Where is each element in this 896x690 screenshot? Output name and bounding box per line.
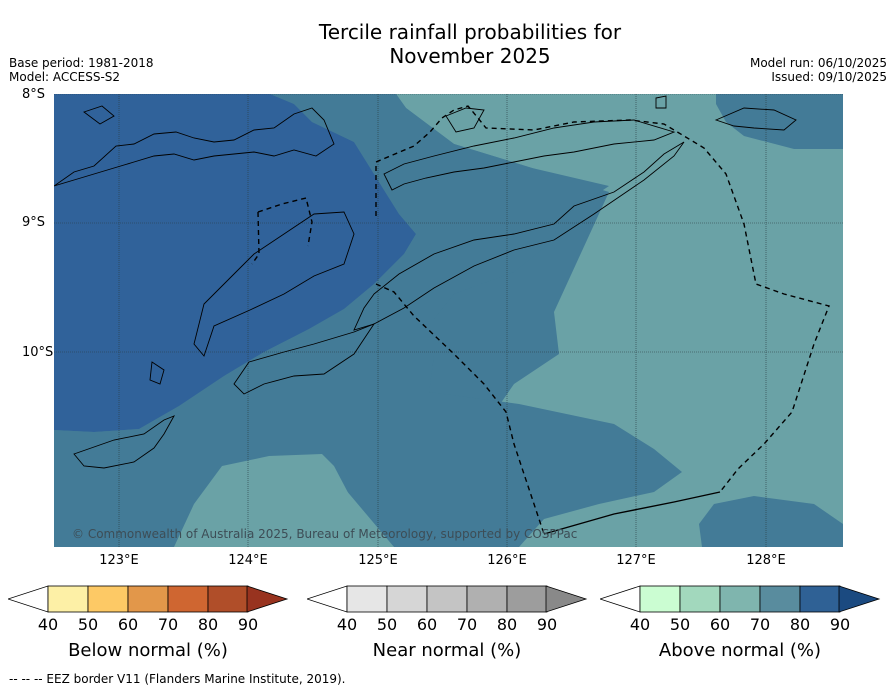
colorbar-near (307, 585, 588, 613)
colorbar-above-tick: 40 (629, 615, 651, 634)
copyright-text: © Commonwealth of Australia 2025, Bureau… (72, 527, 578, 541)
colorbar-near-segment (426, 585, 468, 613)
colorbar-above-segment (679, 585, 721, 613)
coastlines (54, 95, 797, 469)
map-svg (54, 94, 843, 547)
colorbar-above (600, 585, 881, 613)
meta-right: Model run: 06/10/2025 Issued: 09/10/2025 (750, 56, 887, 84)
colorbar-below-tick: 90 (237, 615, 259, 634)
region-above-80 (54, 94, 416, 432)
region-above-70-se (699, 496, 843, 547)
colorbar-above-tick: 80 (789, 615, 811, 634)
lon-label-126e: 126°E (487, 553, 527, 568)
lon-label-124e: 124°E (228, 553, 268, 568)
colorbar-near-tick: 80 (496, 615, 518, 634)
colorbar-below-segment (207, 585, 249, 613)
colorbar-near-segment (346, 585, 388, 613)
lat-label-9s: 9°S (22, 215, 46, 230)
colorbar-below-tick: 80 (197, 615, 219, 634)
region-above-60 (204, 94, 843, 547)
colorbar-above-high-arrow (838, 585, 881, 613)
colorbar-above-tick: 60 (709, 615, 731, 634)
colorbar-near-segment (386, 585, 428, 613)
colorbar-near-tick: 70 (456, 615, 478, 634)
footer-note: -- -- -- EEZ border V11 (Flanders Marine… (9, 672, 346, 686)
colorbar-below-high-arrow (246, 585, 289, 613)
colorbar-near-tick: 40 (336, 615, 358, 634)
colorbar-above-segment (639, 585, 681, 613)
colorbar-above-tick: 90 (829, 615, 851, 634)
colorbar-near-high-arrow (545, 585, 588, 613)
colorbar-below-low-arrow (8, 585, 49, 613)
colorbar-below-tick: 40 (37, 615, 59, 634)
model-name: Model: ACCESS-S2 (9, 70, 121, 84)
colorbar-below-tick: 50 (77, 615, 99, 634)
colorbar-below-tick: 70 (157, 615, 179, 634)
lat-label-10s: 10°S (22, 345, 54, 360)
meta-left: Base period: 1981-2018 Model: ACCESS-S2 (9, 56, 154, 84)
lon-label-128e: 128°E (746, 553, 786, 568)
title-line-1: Tercile rainfall probabilities for (318, 20, 622, 44)
colorbar-above-tick: 50 (669, 615, 691, 634)
colorbar-above-segment (719, 585, 761, 613)
lat-label-8s: 8°S (22, 87, 46, 102)
lon-label-127e: 127°E (616, 553, 656, 568)
colorbar-near-tick: 90 (536, 615, 558, 634)
colorbar-below-segment (127, 585, 169, 613)
lon-label-123e: 123°E (99, 553, 139, 568)
colorbar-above-low-arrow (600, 585, 641, 613)
region-mid-blue (54, 94, 682, 547)
lon-label-125e: 125°E (358, 553, 398, 568)
colorbar-above-label: Above normal (%) (658, 640, 822, 661)
colorbar-near-tick: 50 (376, 615, 398, 634)
issued-date: Issued: 09/10/2025 (771, 70, 887, 84)
colorbar-near-tick: 60 (416, 615, 438, 634)
colorbar-below (8, 585, 289, 613)
colorbar-below-segment (167, 585, 209, 613)
map-panel (54, 94, 843, 547)
colorbar-above-segment (799, 585, 841, 613)
colorbar-below-segment (87, 585, 129, 613)
eez-border (251, 105, 830, 535)
base-period: Base period: 1981-2018 (9, 56, 154, 70)
region-above-70-ne (716, 94, 843, 149)
colorbar-below-label: Below normal (%) (68, 640, 228, 661)
region-teal-south (174, 454, 394, 547)
colorbar-near-segment (506, 585, 548, 613)
colorbar-near-low-arrow (307, 585, 348, 613)
colorbar-below-segment (47, 585, 89, 613)
colorbar-near-segment (466, 585, 508, 613)
colorbar-near-label: Near normal (%) (372, 640, 522, 661)
gridlines (54, 94, 843, 547)
model-run: Model run: 06/10/2025 (749, 56, 887, 70)
title-line-2: November 2025 (389, 44, 551, 68)
colorbar-above-tick: 70 (749, 615, 771, 634)
map-title: Tercile rainfall probabilities for Novem… (0, 20, 896, 68)
colorbar-below-tick: 60 (117, 615, 139, 634)
colorbar-above-segment (759, 585, 801, 613)
